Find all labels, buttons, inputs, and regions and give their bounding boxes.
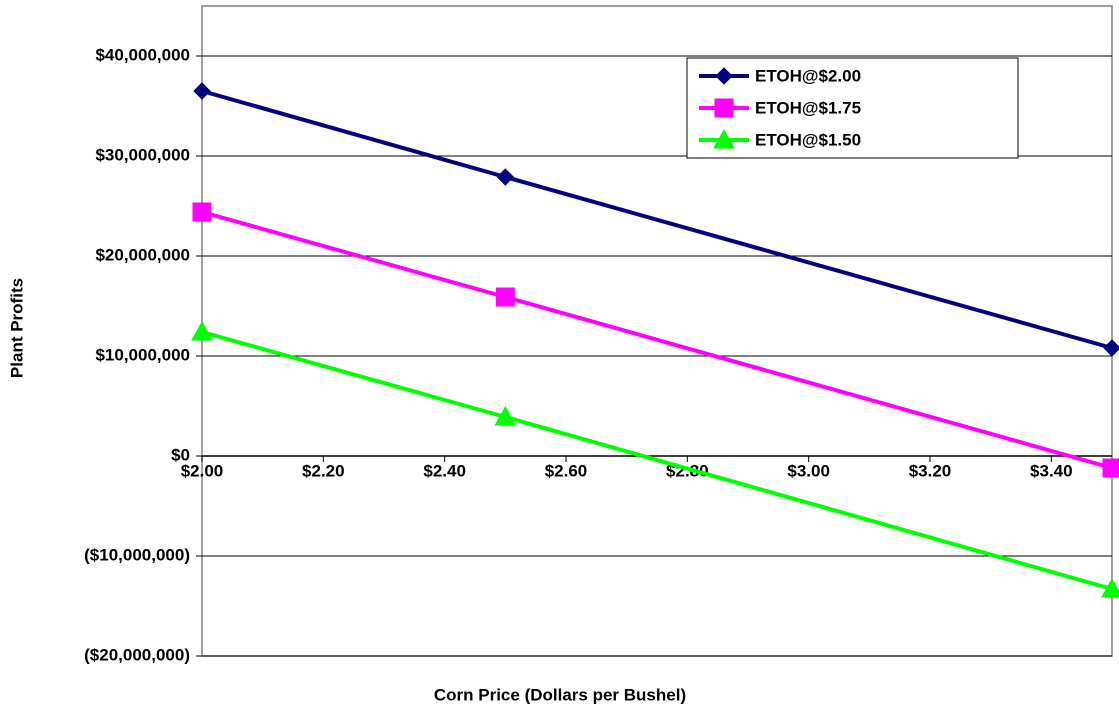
legend-label: ETOH@$1.75 (755, 98, 861, 117)
marker (496, 168, 515, 186)
marker (713, 128, 735, 149)
x-axis-title: Corn Price (Dollars per Bushel) (434, 685, 686, 704)
marker (715, 67, 733, 85)
y-tick-label: ($20,000,000) (84, 645, 190, 664)
legend-label: ETOH@$1.50 (755, 130, 861, 149)
y-tick-label: $0 (171, 445, 190, 464)
x-tick-label: $2.60 (545, 461, 588, 480)
x-tick-label: $3.20 (909, 461, 952, 480)
y-tick-label: $30,000,000 (95, 145, 190, 164)
marker (714, 98, 734, 118)
legend-label: ETOH@$2.00 (755, 66, 861, 85)
x-tick-label: $3.00 (787, 461, 830, 480)
y-tick-label: $40,000,000 (95, 45, 190, 64)
marker (495, 287, 515, 307)
marker (191, 320, 213, 341)
y-tick-label: $10,000,000 (95, 345, 190, 364)
x-tick-label: $3.40 (1030, 461, 1073, 480)
x-tick-label: $2.40 (423, 461, 466, 480)
legend: ETOH@$2.00 ETOH@$1.75 ETOH@$1.50 (686, 57, 1019, 159)
marker (1102, 458, 1119, 478)
marker (193, 82, 211, 100)
x-tick-label: $2.20 (302, 461, 345, 480)
marker (494, 405, 517, 426)
y-axis-title: Plant Profits (7, 278, 26, 378)
y-tick-label: ($10,000,000) (84, 545, 190, 564)
marker (1101, 577, 1119, 598)
y-tick-label: $20,000,000 (95, 245, 190, 264)
marker (192, 202, 212, 222)
x-tick-label: $2.00 (181, 461, 224, 480)
marker (1103, 339, 1119, 357)
